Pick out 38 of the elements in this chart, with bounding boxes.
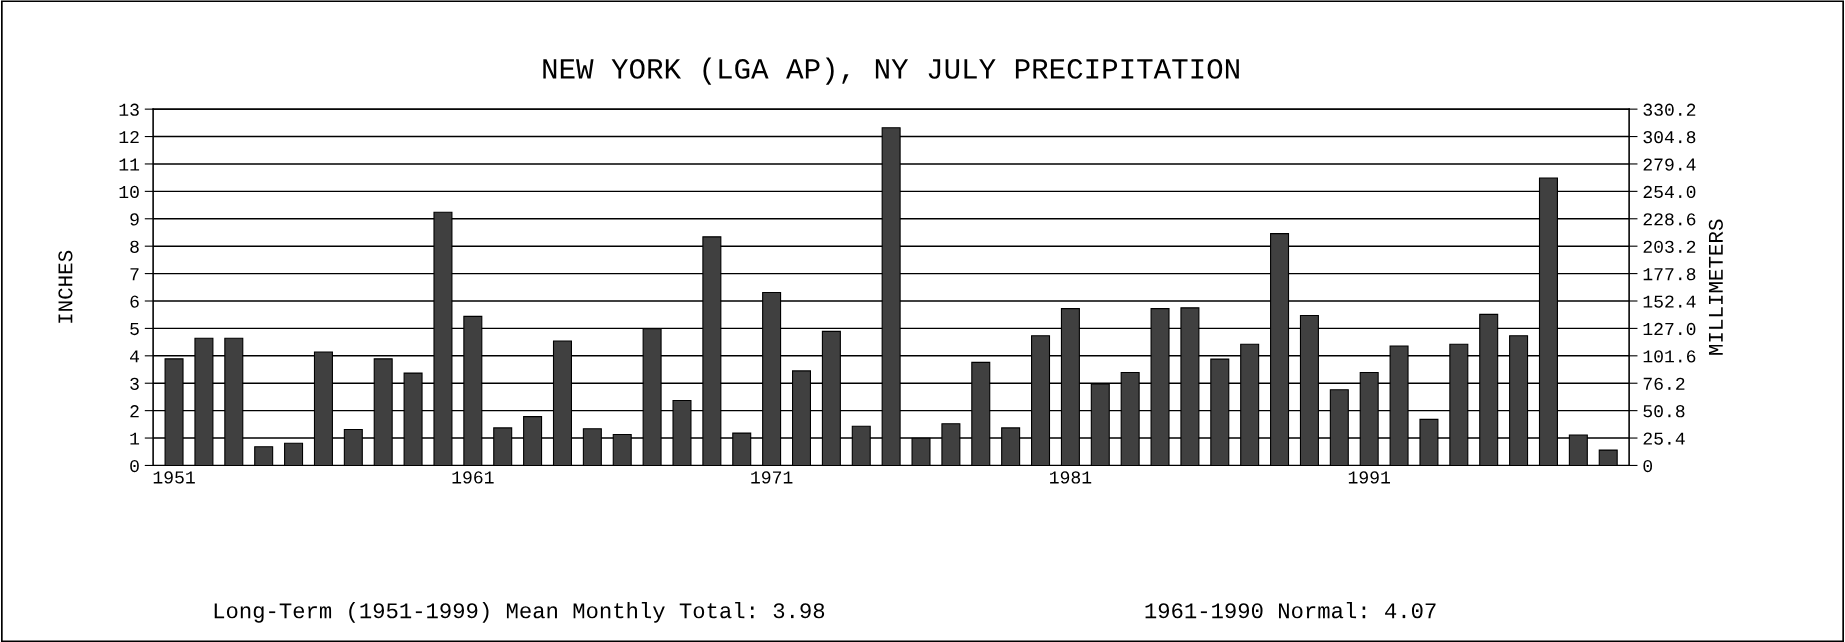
y-tick-label: 7 bbox=[130, 268, 139, 281]
y2-tick-label: 127.0 bbox=[1643, 322, 1696, 336]
y-tick-label: 12 bbox=[119, 131, 139, 144]
y-axis-title: INCHES bbox=[58, 250, 73, 323]
y2-tick-label: 25.4 bbox=[1643, 432, 1685, 445]
y-tick-label: 6 bbox=[130, 295, 139, 308]
x-tick-label: 1991 bbox=[1348, 471, 1390, 484]
y2-tick-label: 203.2 bbox=[1643, 240, 1696, 253]
y2-tick-label: 254.0 bbox=[1643, 185, 1696, 199]
y-tick-label: 4 bbox=[130, 350, 140, 363]
y2-tick-label: 228.6 bbox=[1643, 213, 1696, 226]
y-tick-label: 8 bbox=[130, 240, 139, 253]
y2-tick-label: 76.2 bbox=[1643, 377, 1685, 390]
y2-tick-label: 101.6 bbox=[1643, 350, 1696, 363]
y-tick-label: 0 bbox=[130, 459, 139, 473]
y-tick-label: 2 bbox=[130, 405, 139, 418]
y2-tick-label: 50.8 bbox=[1643, 405, 1685, 418]
y2-axis-title: MILLIMETERS bbox=[1708, 219, 1723, 355]
y2-tick-label: 304.8 bbox=[1643, 131, 1696, 144]
chart-title: NEW YORK (LGA AP), NY JULY PRECIPITATION bbox=[543, 57, 1239, 85]
y-tick-label: 11 bbox=[119, 158, 140, 171]
y2-tick-label: 177.8 bbox=[1643, 268, 1696, 281]
y-tick-label: 3 bbox=[130, 377, 139, 390]
y-tick-label: 10 bbox=[119, 185, 139, 199]
y-tick-label: 5 bbox=[130, 323, 139, 336]
text: Long-Term (1951-1999) Mean Monthly Total: 3.98 bbox=[214, 602, 825, 623]
x-tick-label: 1961 bbox=[452, 471, 494, 484]
x-tick-label: 1951 bbox=[153, 471, 195, 484]
y2-tick-label: 0 bbox=[1643, 459, 1653, 473]
x-tick-label: 1981 bbox=[1050, 471, 1092, 484]
y-tick-label: 13 bbox=[119, 103, 139, 116]
y2-tick-label: 279.4 bbox=[1643, 158, 1696, 171]
y2-tick-label: 330.2 bbox=[1643, 103, 1696, 116]
y-tick-label: 9 bbox=[130, 213, 139, 226]
x-tick-label: 1971 bbox=[751, 471, 793, 484]
y-tick-label: 1 bbox=[130, 432, 140, 445]
text: 1961-1990 Normal: 4.07 bbox=[1145, 602, 1436, 619]
y2-tick-label: 152.4 bbox=[1643, 295, 1696, 308]
